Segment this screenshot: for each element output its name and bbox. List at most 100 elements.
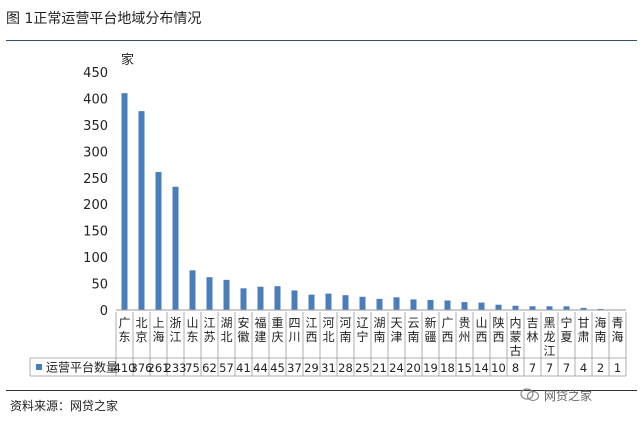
- bar-云南: [410, 299, 417, 310]
- data-value-label: 14: [474, 361, 489, 375]
- data-value-label: 31: [321, 361, 336, 375]
- data-value-label: 410: [114, 361, 136, 375]
- category-label: 山西: [475, 316, 487, 344]
- category-label: 海南: [594, 315, 606, 344]
- watermark: 网贷之家: [520, 384, 638, 406]
- bar-黑龙江: [546, 306, 553, 310]
- bar-湖北: [223, 279, 230, 310]
- source-note: 资料来源：网贷之家: [10, 399, 119, 413]
- y-unit-label: 家: [121, 52, 134, 68]
- category-label: 新疆: [424, 315, 436, 344]
- category-label: 上海: [152, 316, 164, 344]
- legend-swatch: [36, 364, 42, 370]
- bar-江苏: [206, 277, 213, 310]
- bars: [116, 93, 626, 311]
- category-label: 河北: [322, 316, 334, 344]
- category-label: 湖南: [373, 315, 385, 344]
- data-value-label: 2: [597, 361, 604, 375]
- data-table: 运营平台数量广东410北京376上海261浙江233山东75江苏62湖北57安徽…: [29, 312, 627, 377]
- y-tick-label: 350: [83, 119, 108, 134]
- category-label: 辽宁: [356, 316, 368, 344]
- category-label: 湖北: [220, 315, 232, 344]
- data-value-label: 7: [529, 361, 536, 375]
- data-value-label: 7: [563, 361, 570, 375]
- data-value-label: 41: [236, 361, 251, 375]
- category-label: 陕西: [492, 315, 504, 344]
- bar-浙江: [172, 186, 179, 310]
- data-value-label: 15: [457, 361, 472, 375]
- y-tick-label: 400: [83, 92, 108, 107]
- figure-title: 图 1正常运营平台地域分布情况: [6, 11, 202, 27]
- y-tick-label: 200: [83, 198, 108, 213]
- data-value-label: 20: [406, 361, 421, 375]
- bar-江西: [308, 294, 315, 310]
- category-label: 江苏: [203, 316, 215, 344]
- data-value-label: 21: [372, 361, 387, 375]
- category-label: 福建: [254, 315, 266, 344]
- category-label: 黑龙江: [543, 316, 555, 358]
- bar-安徽: [240, 288, 247, 310]
- category-label: 安徽: [237, 315, 249, 344]
- data-value-label: 19: [423, 361, 438, 375]
- y-axis: 0 50 100 150 200 250 300 350 400 450: [83, 66, 108, 319]
- data-value-label: 45: [270, 361, 285, 375]
- bar-新疆: [427, 299, 434, 310]
- data-value-label: 261: [148, 361, 170, 375]
- category-label: 内蒙古: [509, 316, 521, 358]
- category-label: 宁夏: [560, 315, 572, 344]
- bottom-rule: [6, 390, 637, 391]
- bar-广西: [444, 300, 451, 310]
- bar-湖南: [376, 298, 383, 310]
- bar-辽宁: [359, 296, 366, 310]
- bar-甘肃: [580, 307, 587, 310]
- bar-吉林: [529, 306, 536, 310]
- category-label: 重庆: [271, 316, 283, 344]
- y-tick-label: 100: [83, 251, 108, 266]
- bar-重庆: [274, 286, 281, 310]
- bar-天津: [393, 297, 400, 310]
- bar-宁夏: [563, 306, 570, 310]
- legend-label: 运营平台数量: [46, 360, 118, 375]
- bar-上海: [155, 171, 162, 310]
- bar-河北: [325, 293, 332, 310]
- bar-山东: [189, 270, 196, 310]
- y-tick-label: 450: [83, 66, 108, 81]
- category-label: 云南: [407, 316, 419, 344]
- bar-河南: [342, 295, 349, 310]
- category-label: 广西: [441, 316, 453, 344]
- bar-北京: [138, 111, 145, 310]
- y-tick-label: 150: [83, 225, 108, 240]
- data-value-label: 29: [304, 361, 319, 375]
- category-label: 青海: [611, 316, 623, 344]
- bar-广东: [121, 93, 128, 311]
- data-value-label: 233: [165, 361, 187, 375]
- bar-山西: [478, 302, 485, 310]
- chat-bubble-icon: [520, 388, 540, 402]
- data-value-label: 376: [131, 361, 153, 375]
- bar-内蒙古: [512, 305, 519, 310]
- data-value-label: 75: [185, 361, 200, 375]
- category-label: 广东: [118, 316, 130, 344]
- data-value-label: 10: [491, 361, 506, 375]
- category-label: 浙江: [169, 316, 181, 344]
- data-value-label: 37: [287, 361, 302, 375]
- y-tick-label: 250: [83, 172, 108, 187]
- y-tick-label: 0: [100, 304, 108, 319]
- category-label: 江西: [305, 316, 317, 344]
- bar-四川: [291, 290, 298, 310]
- y-tick-label: 50: [91, 278, 108, 293]
- data-value-label: 4: [580, 361, 587, 375]
- category-label: 四川: [288, 316, 300, 344]
- data-value-label: 18: [440, 361, 455, 375]
- category-label: 吉林: [526, 316, 538, 344]
- data-value-label: 28: [338, 361, 353, 375]
- bar-贵州: [461, 302, 468, 310]
- data-value-label: 8: [512, 361, 519, 375]
- data-value-label: 7: [546, 361, 553, 375]
- data-value-label: 44: [253, 361, 268, 375]
- data-value-label: 1: [614, 361, 621, 375]
- category-label: 甘肃: [577, 316, 589, 344]
- bar-福建: [257, 286, 264, 310]
- bar-海南: [597, 308, 604, 310]
